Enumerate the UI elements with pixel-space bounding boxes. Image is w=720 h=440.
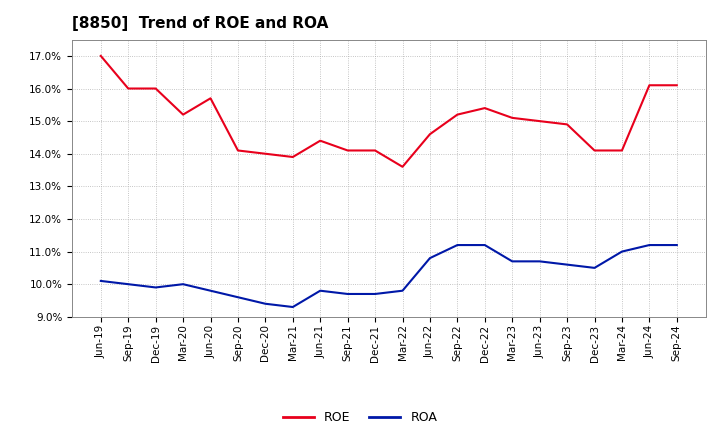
ROE (261, 151, 270, 156)
ROE (536, 118, 544, 124)
ROE (343, 148, 352, 153)
ROE (151, 86, 160, 91)
Text: [8850]  Trend of ROE and ROA: [8850] Trend of ROE and ROA (72, 16, 328, 32)
ROE (179, 112, 187, 117)
ROA (151, 285, 160, 290)
ROE (124, 86, 132, 91)
ROE (206, 95, 215, 101)
ROE (289, 154, 297, 160)
ROE (233, 148, 242, 153)
ROA (480, 242, 489, 248)
ROA (343, 291, 352, 297)
ROA (426, 256, 434, 261)
ROA (590, 265, 599, 271)
ROA (96, 278, 105, 283)
ROE (672, 83, 681, 88)
ROA (536, 259, 544, 264)
ROA (316, 288, 325, 293)
ROE (96, 53, 105, 59)
ROA (618, 249, 626, 254)
ROA (398, 288, 407, 293)
ROA (289, 304, 297, 310)
ROE (371, 148, 379, 153)
ROE (480, 106, 489, 111)
ROA (508, 259, 516, 264)
ROA (563, 262, 572, 267)
ROA (233, 295, 242, 300)
ROE (508, 115, 516, 121)
ROE (316, 138, 325, 143)
ROA (124, 282, 132, 287)
ROA (261, 301, 270, 306)
ROE (618, 148, 626, 153)
ROA (672, 242, 681, 248)
ROE (645, 83, 654, 88)
ROA (371, 291, 379, 297)
ROE (453, 112, 462, 117)
ROA (179, 282, 187, 287)
Legend: ROE, ROA: ROE, ROA (278, 407, 442, 429)
Line: ROE: ROE (101, 56, 677, 167)
ROA (645, 242, 654, 248)
ROE (590, 148, 599, 153)
Line: ROA: ROA (101, 245, 677, 307)
ROA (206, 288, 215, 293)
ROE (398, 164, 407, 169)
ROE (426, 132, 434, 137)
ROA (453, 242, 462, 248)
ROE (563, 122, 572, 127)
